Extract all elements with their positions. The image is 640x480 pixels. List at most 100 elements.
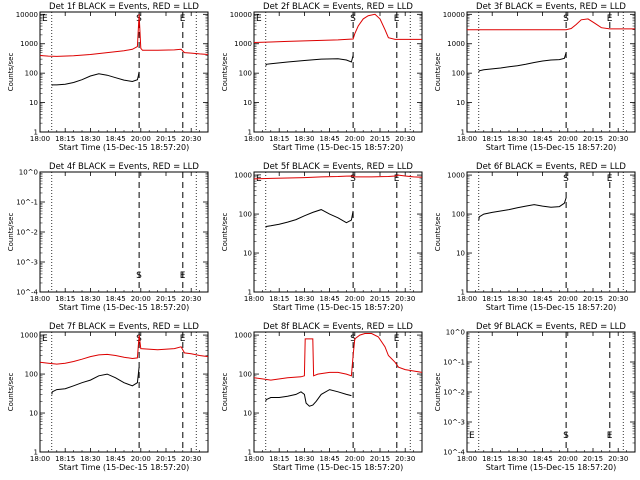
series-lld xyxy=(39,335,209,365)
x-tick-label: 20:15 xyxy=(156,135,176,143)
marker-e-right: E xyxy=(180,271,186,281)
series-lld xyxy=(39,14,209,57)
x-tick-label: 20:00 xyxy=(558,295,578,303)
y-tick-label: 10 xyxy=(29,99,38,107)
series-lld xyxy=(253,333,423,381)
marker-e-right: E xyxy=(394,334,400,344)
marker-e-right: E xyxy=(607,174,613,184)
series-lld xyxy=(467,18,635,31)
y-tick-label: 1000 xyxy=(447,172,465,180)
y-tick-label: 1 xyxy=(248,449,252,457)
panel-title: Det 5f BLACK = Events, RED = LLD xyxy=(263,162,413,172)
panel-title: Det 2f BLACK = Events, RED = LLD xyxy=(263,2,413,12)
x-tick-label: 18:45 xyxy=(533,135,553,143)
y-tick-label: 100 xyxy=(239,211,252,219)
panel-det-2f: Det 2f BLACK = Events, RED = LLD 18:00 18:… xyxy=(221,2,423,152)
y-axis-label: Counts/sec xyxy=(221,373,229,412)
x-tick-label: 18:15 xyxy=(482,455,502,463)
x-tick-label: 18:30 xyxy=(294,295,314,303)
x-tick-label: 20:30 xyxy=(181,295,201,303)
x-tick-label: 18:45 xyxy=(320,135,340,143)
x-axis-label: Start Time (15-Dec-15 18:57:20) xyxy=(273,143,404,152)
marker-e-right: E xyxy=(394,14,400,24)
x-tick-label: 20:15 xyxy=(370,455,390,463)
series-events xyxy=(265,209,354,228)
x-tick-label: 20:00 xyxy=(345,295,365,303)
marker-e-right: E xyxy=(394,174,400,184)
x-tick-label: 20:30 xyxy=(181,135,201,143)
y-tick-label: 100 xyxy=(25,371,38,379)
y-tick-label: 10 xyxy=(243,99,252,107)
x-tick-label: 20:30 xyxy=(181,455,201,463)
x-tick-label: 18:30 xyxy=(507,455,527,463)
x-tick-label: 20:00 xyxy=(345,455,365,463)
x-tick-label: 20:00 xyxy=(131,295,151,303)
y-tick-label: 10^0 xyxy=(19,169,38,177)
x-axis-label: Start Time (15-Dec-15 18:57:20) xyxy=(59,143,190,152)
marker-e-right: E xyxy=(180,14,186,24)
series-events xyxy=(51,71,140,86)
x-tick-label: 18:15 xyxy=(55,455,75,463)
marker-e-right: E xyxy=(607,431,613,441)
y-tick-label: 10 xyxy=(243,410,252,418)
x-tick-label: 18:45 xyxy=(320,295,340,303)
series-lld xyxy=(253,13,422,43)
x-tick-label: 18:30 xyxy=(80,295,100,303)
panel-title: Det 9f BLACK = Events, RED = LLD xyxy=(476,322,626,332)
x-tick-label: 18:00 xyxy=(244,295,264,303)
x-tick-label: 18:00 xyxy=(457,455,477,463)
y-tick-label: 10^0 xyxy=(446,329,465,337)
series-events xyxy=(265,55,354,66)
x-tick-label: 18:30 xyxy=(507,295,527,303)
y-tick-label: 10000 xyxy=(16,11,38,19)
marker-s: S xyxy=(136,271,142,281)
panel-det-9f: Det 9f BLACK = Events, RED = LLD 18:00 18:… xyxy=(434,322,636,472)
y-tick-label: 100 xyxy=(452,70,465,78)
y-axis-label: Counts/sec xyxy=(221,213,229,252)
x-tick-label: 18:30 xyxy=(80,135,100,143)
panel-det-7f: Det 7f BLACK = Events, RED = LLD 18:00 18:… xyxy=(7,322,209,472)
x-tick-label: 18:30 xyxy=(294,135,314,143)
x-tick-label: 18:45 xyxy=(106,295,126,303)
series-events xyxy=(478,52,567,73)
y-tick-label: 1 xyxy=(34,449,38,457)
y-axis-label: Counts/sec xyxy=(7,373,15,412)
x-tick-label: 20:30 xyxy=(608,455,628,463)
y-tick-label: 10^-4 xyxy=(16,289,38,297)
marker-s: S xyxy=(563,174,569,184)
y-tick-label: 10^-3 xyxy=(443,419,465,427)
y-axis-label: Counts/sec xyxy=(7,53,15,92)
y-tick-label: 10^-4 xyxy=(443,449,465,457)
x-tick-label: 20:30 xyxy=(608,295,628,303)
x-tick-label: 18:15 xyxy=(269,135,289,143)
panel-det-3f: Det 3f BLACK = Events, RED = LLD 18:00 18:… xyxy=(434,2,636,152)
x-axis-label: Start Time (15-Dec-15 18:57:20) xyxy=(273,303,404,312)
x-tick-label: 18:00 xyxy=(457,135,477,143)
x-tick-label: 20:15 xyxy=(583,295,603,303)
x-tick-label: 20:00 xyxy=(131,135,151,143)
x-tick-label: 18:15 xyxy=(482,295,502,303)
y-tick-label: 10^-2 xyxy=(443,389,465,397)
y-tick-label: 10000 xyxy=(443,11,465,19)
series-events xyxy=(478,197,567,221)
panel-det-8f: Det 8f BLACK = Events, RED = LLD 18:00 18:… xyxy=(221,322,423,472)
y-tick-label: 1 xyxy=(248,289,252,297)
x-axis-label: Start Time (15-Dec-15 18:57:20) xyxy=(486,303,617,312)
y-tick-label: 1000 xyxy=(234,172,252,180)
panel-det-4f: Det 4f BLACK = Events, RED = LLD 18:00 18:… xyxy=(7,162,209,312)
series-lld xyxy=(253,174,423,180)
y-axis-label: Counts/sec xyxy=(434,213,442,252)
x-tick-label: 20:15 xyxy=(156,455,176,463)
x-tick-label: 20:30 xyxy=(395,295,415,303)
x-tick-label: 18:00 xyxy=(244,135,264,143)
y-tick-label: 1 xyxy=(461,289,465,297)
y-tick-label: 1000 xyxy=(447,40,465,48)
x-tick-label: 18:15 xyxy=(482,135,502,143)
x-tick-label: 20:30 xyxy=(395,135,415,143)
x-axis-label: Start Time (15-Dec-15 18:57:20) xyxy=(59,303,190,312)
marker-e-left: E xyxy=(469,431,475,441)
panel-title: Det 8f BLACK = Events, RED = LLD xyxy=(263,322,413,332)
y-tick-label: 10 xyxy=(29,410,38,418)
panel-det-6f: Det 6f BLACK = Events, RED = LLD 18:00 18:… xyxy=(434,162,636,312)
x-tick-label: 18:45 xyxy=(106,455,126,463)
